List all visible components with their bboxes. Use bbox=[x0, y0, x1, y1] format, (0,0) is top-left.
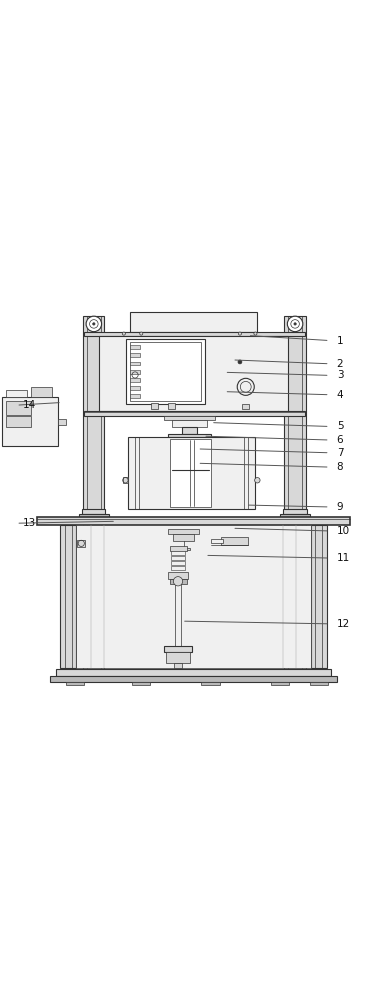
Bar bbox=[271, 682, 289, 685]
Bar bbox=[168, 434, 211, 437]
Text: 7: 7 bbox=[337, 448, 343, 458]
Bar bbox=[174, 663, 182, 668]
Bar bbox=[182, 427, 197, 434]
Bar bbox=[84, 411, 305, 416]
Text: 6: 6 bbox=[337, 435, 343, 445]
Text: 13: 13 bbox=[23, 518, 36, 528]
Text: 3: 3 bbox=[337, 370, 343, 380]
Bar bbox=[284, 316, 306, 676]
Bar bbox=[66, 682, 84, 685]
Circle shape bbox=[122, 332, 125, 335]
Bar bbox=[151, 403, 158, 409]
Bar bbox=[164, 646, 192, 652]
Bar bbox=[130, 362, 140, 365]
Circle shape bbox=[238, 332, 241, 335]
Circle shape bbox=[93, 323, 95, 325]
Bar bbox=[175, 584, 181, 646]
Bar bbox=[37, 517, 350, 525]
Text: 5: 5 bbox=[337, 421, 343, 431]
Circle shape bbox=[237, 378, 254, 395]
Bar bbox=[130, 312, 257, 332]
Bar bbox=[171, 551, 185, 555]
Bar bbox=[123, 477, 128, 483]
Circle shape bbox=[255, 478, 260, 483]
Bar bbox=[172, 420, 207, 427]
Bar bbox=[60, 525, 76, 668]
Bar bbox=[130, 394, 140, 398]
Bar bbox=[168, 529, 199, 534]
Bar bbox=[130, 378, 140, 382]
Bar bbox=[99, 336, 288, 411]
Bar bbox=[130, 342, 201, 401]
Bar bbox=[310, 682, 328, 685]
Bar bbox=[280, 514, 310, 517]
Bar bbox=[170, 579, 187, 584]
Bar bbox=[170, 546, 187, 551]
Text: 1: 1 bbox=[337, 336, 343, 346]
Bar bbox=[50, 676, 337, 682]
Bar bbox=[283, 509, 307, 514]
Circle shape bbox=[254, 332, 257, 335]
Bar bbox=[130, 353, 140, 357]
Bar bbox=[171, 566, 185, 570]
Text: 14: 14 bbox=[23, 400, 36, 410]
Bar bbox=[311, 525, 327, 668]
Circle shape bbox=[86, 316, 101, 332]
Bar bbox=[132, 682, 150, 685]
Bar bbox=[211, 539, 223, 543]
Bar bbox=[130, 370, 140, 374]
Bar bbox=[31, 387, 52, 397]
Bar bbox=[173, 534, 194, 541]
Text: 4: 4 bbox=[337, 390, 343, 400]
Bar bbox=[56, 669, 331, 676]
Bar bbox=[83, 316, 104, 676]
Bar bbox=[82, 509, 105, 514]
Bar bbox=[76, 525, 311, 668]
Text: 8: 8 bbox=[337, 462, 343, 472]
Circle shape bbox=[238, 360, 242, 364]
Text: 10: 10 bbox=[337, 526, 350, 536]
Bar bbox=[77, 540, 85, 547]
Circle shape bbox=[173, 577, 183, 586]
Bar bbox=[201, 682, 220, 685]
Bar bbox=[84, 332, 305, 336]
Circle shape bbox=[287, 316, 303, 332]
Bar bbox=[130, 345, 140, 349]
Bar bbox=[242, 404, 249, 409]
Bar bbox=[221, 537, 248, 545]
Bar bbox=[170, 439, 211, 507]
Text: 12: 12 bbox=[337, 619, 350, 629]
Bar bbox=[2, 397, 58, 446]
Bar bbox=[6, 390, 27, 397]
Text: 11: 11 bbox=[337, 553, 350, 563]
Bar bbox=[6, 416, 31, 427]
Bar bbox=[79, 514, 108, 517]
Text: 9: 9 bbox=[337, 502, 343, 512]
Bar bbox=[128, 437, 255, 509]
Circle shape bbox=[140, 332, 143, 335]
Text: 2: 2 bbox=[337, 359, 343, 369]
Bar bbox=[168, 403, 175, 409]
Bar bbox=[178, 548, 190, 550]
Bar bbox=[171, 556, 185, 560]
Circle shape bbox=[294, 323, 296, 325]
Bar bbox=[126, 339, 205, 404]
Bar bbox=[171, 561, 185, 565]
Bar bbox=[168, 572, 188, 579]
Bar bbox=[58, 419, 66, 425]
Bar bbox=[130, 386, 140, 390]
Bar bbox=[166, 652, 190, 663]
Bar bbox=[164, 416, 215, 420]
Bar bbox=[6, 401, 31, 415]
